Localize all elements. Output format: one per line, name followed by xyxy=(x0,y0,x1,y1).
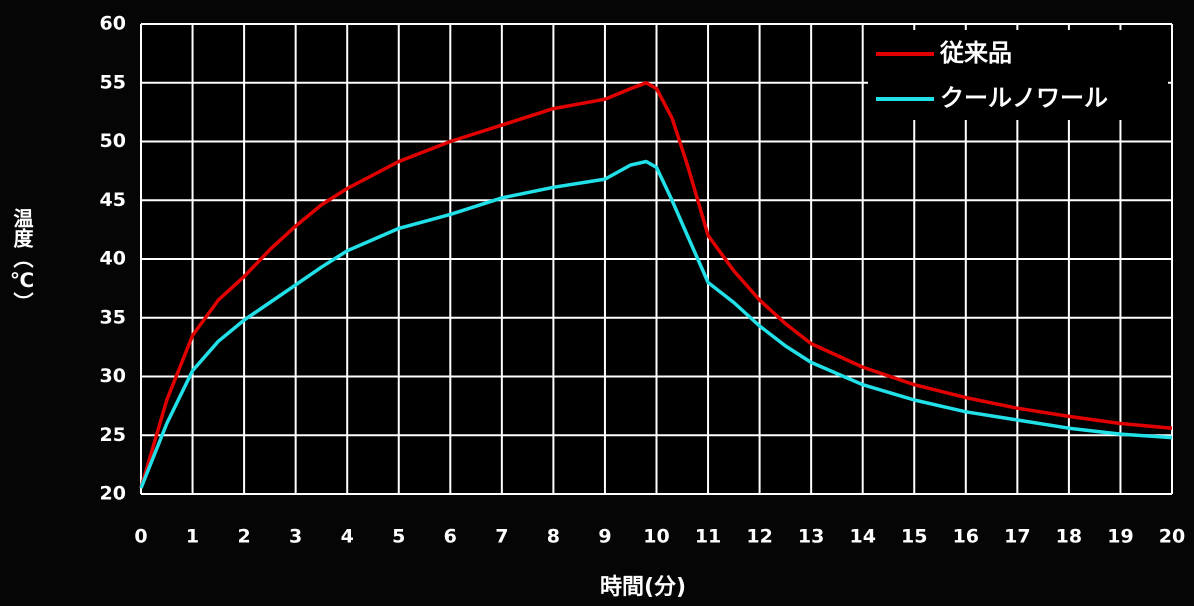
x-tick-label: 17 xyxy=(1004,526,1030,548)
y-tick-label: 45 xyxy=(100,189,126,211)
x-tick-label: 8 xyxy=(547,526,560,548)
x-tick-label: 9 xyxy=(598,526,611,548)
legend-label: 従来品 xyxy=(939,39,1012,67)
x-tick-label: 11 xyxy=(695,526,721,548)
x-tick-label: 7 xyxy=(495,526,508,548)
x-tick-label: 12 xyxy=(746,526,772,548)
y-tick-label: 25 xyxy=(100,424,126,446)
x-tick-label: 20 xyxy=(1159,526,1185,548)
x-tick-label: 16 xyxy=(953,526,979,548)
x-tick-label: 15 xyxy=(901,526,927,548)
x-tick-label: 4 xyxy=(341,526,354,548)
x-tick-label: 1 xyxy=(186,526,199,548)
x-axis-label: 時間(分) xyxy=(600,575,686,600)
x-tick-label: 3 xyxy=(289,526,302,548)
legend-box xyxy=(868,30,1168,120)
y-tick-label: 20 xyxy=(100,483,126,505)
x-tick-label: 18 xyxy=(1056,526,1082,548)
y-tick-label: 60 xyxy=(100,13,126,35)
x-tick-label: 10 xyxy=(643,526,669,548)
y-tick-label: 40 xyxy=(100,248,126,270)
y-tick-label: 35 xyxy=(100,306,126,328)
x-tick-label: 5 xyxy=(392,526,405,548)
x-tick-label: 13 xyxy=(798,526,824,548)
x-tick-label: 0 xyxy=(134,526,147,548)
legend-label: クールノワール xyxy=(940,84,1108,112)
y-tick-label: 55 xyxy=(100,71,126,93)
x-tick-label: 2 xyxy=(237,526,250,548)
x-tick-label: 19 xyxy=(1107,526,1133,548)
y-tick-label: 30 xyxy=(100,365,126,387)
x-tick-label: 14 xyxy=(849,526,875,548)
data-line xyxy=(139,81,1173,489)
y-tick-label: 50 xyxy=(100,130,126,152)
x-tick-label: 6 xyxy=(444,526,457,548)
data-line xyxy=(139,159,1173,489)
y-axis-label: 温度（℃） xyxy=(10,207,34,312)
